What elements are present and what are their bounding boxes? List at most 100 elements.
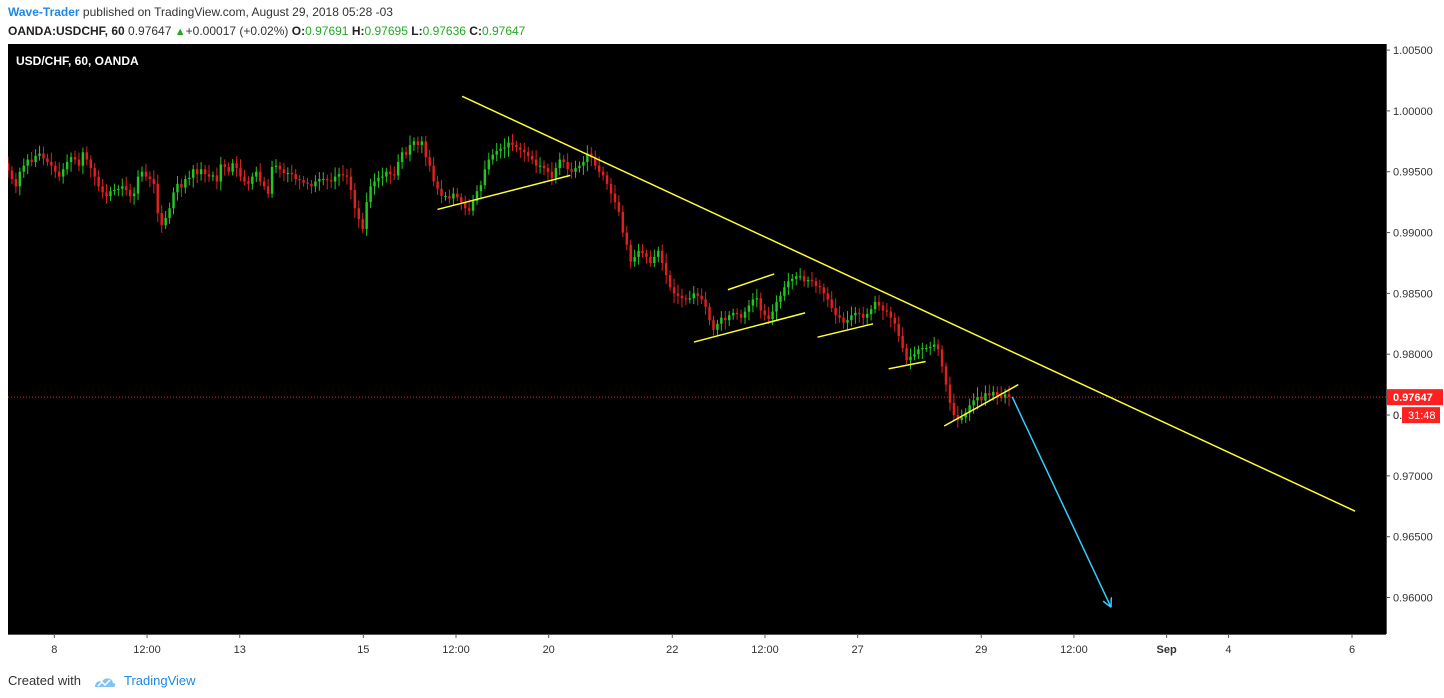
candle-body xyxy=(664,262,668,276)
candle-body xyxy=(262,181,266,187)
candle-body xyxy=(881,305,885,311)
candle-body xyxy=(818,286,822,288)
candle-body xyxy=(385,171,388,177)
arrow-head xyxy=(1102,600,1112,608)
candle-body xyxy=(436,181,439,189)
candle-body xyxy=(960,417,963,420)
price-axis-background xyxy=(1386,44,1444,661)
candle-body xyxy=(333,176,337,182)
candle-body xyxy=(136,176,140,194)
candle-body xyxy=(661,250,664,263)
candle-body xyxy=(424,141,427,158)
candle-body xyxy=(448,196,451,199)
candle-body xyxy=(329,180,333,182)
tradingview-link[interactable]: TradingView xyxy=(124,673,196,688)
candle-body xyxy=(834,307,837,316)
candle-body xyxy=(479,185,483,192)
author-link[interactable]: Wave-Trader xyxy=(8,5,80,19)
candle-body xyxy=(625,232,628,245)
candle-body xyxy=(1003,394,1007,398)
time-tick-label: 20 xyxy=(543,644,555,656)
candle-body xyxy=(302,180,305,183)
candle-body xyxy=(428,157,431,166)
candle-body xyxy=(972,400,975,406)
candle-body xyxy=(952,402,956,416)
candle-body xyxy=(854,312,857,316)
time-axis: 8 12:00 13 15 12:00 20 22 12:00 27 29 12:00 Sep 4 6 xyxy=(51,634,1355,656)
candle-body xyxy=(795,276,798,279)
candle-body xyxy=(767,315,770,319)
candle-body xyxy=(739,314,743,318)
candle-body xyxy=(712,320,715,330)
price-tick-label: 0.98500 xyxy=(1393,288,1433,300)
drawings-group xyxy=(8,95,1386,608)
candle-body xyxy=(605,175,609,184)
candle-body xyxy=(109,191,112,197)
candle-body xyxy=(211,175,215,177)
candle-body xyxy=(791,278,794,282)
candle-body xyxy=(152,179,156,184)
candle-body xyxy=(1007,394,1011,397)
countdown-label: 31:48 xyxy=(1408,410,1436,422)
candle-body xyxy=(759,298,762,311)
close-value: 0.97647 xyxy=(481,24,526,38)
candle-body xyxy=(850,315,853,321)
candle-body xyxy=(357,208,360,220)
candle-body xyxy=(160,213,163,226)
candle-body xyxy=(337,174,341,177)
candle-body xyxy=(984,393,987,401)
candle-body xyxy=(369,186,372,203)
candle-body xyxy=(629,244,632,262)
partial-tick-label: 0. xyxy=(1393,410,1402,422)
time-tick-label: 27 xyxy=(852,644,864,656)
candle-body xyxy=(255,171,258,177)
current-price-label: 0.97647 xyxy=(1393,392,1433,404)
candle-body xyxy=(601,171,605,176)
candle-body xyxy=(621,211,625,233)
candle-body xyxy=(968,405,971,413)
price-chart[interactable]: 1.00500 1.00000 0.99500 0.99000 0.98500 0.980… xyxy=(8,44,1444,661)
candle-body xyxy=(747,305,751,312)
candle-body xyxy=(846,320,849,323)
candle-body xyxy=(534,159,538,166)
candle-body xyxy=(34,155,37,162)
chart-header: Wave-Trader published on TradingView.com… xyxy=(8,4,525,40)
candle-body xyxy=(613,193,617,203)
candle-body xyxy=(294,174,297,180)
candle-body xyxy=(314,181,317,187)
candle-body xyxy=(420,141,424,145)
candle-body xyxy=(830,299,833,308)
candle-body xyxy=(416,141,420,145)
candle-body xyxy=(65,162,69,170)
candle-body xyxy=(590,153,593,158)
candle-body xyxy=(783,287,786,296)
tradingview-logo-icon[interactable] xyxy=(93,675,117,689)
candle-body xyxy=(905,348,908,361)
chart-area[interactable]: 1.00500 1.00000 0.99500 0.99000 0.98500 0.980… xyxy=(8,44,1444,661)
candle-body xyxy=(444,196,447,198)
candle-body xyxy=(633,256,636,262)
time-tick-label: 22 xyxy=(666,644,678,656)
candle-body xyxy=(404,152,408,155)
candle-body xyxy=(672,287,676,294)
price-tick-label: 0.99500 xyxy=(1393,167,1433,179)
candle-body xyxy=(708,306,711,321)
candle-body xyxy=(58,171,61,177)
candle-body xyxy=(42,153,45,159)
candle-body xyxy=(948,384,952,403)
time-tick-label: 13 xyxy=(234,644,246,656)
candle-body xyxy=(869,309,873,315)
candle-body xyxy=(720,317,723,324)
candle-body xyxy=(286,172,290,174)
candle-body xyxy=(909,356,912,361)
price-tick-label: 1.00000 xyxy=(1393,106,1433,118)
candle-body xyxy=(503,147,506,149)
candle-body xyxy=(554,168,558,178)
time-tick-label: 15 xyxy=(357,644,369,656)
candle-body xyxy=(802,276,806,282)
candle-body xyxy=(326,179,329,181)
candle-body xyxy=(743,311,747,318)
candle-body xyxy=(172,192,175,209)
candle-body xyxy=(408,144,412,155)
trendline xyxy=(727,273,775,291)
